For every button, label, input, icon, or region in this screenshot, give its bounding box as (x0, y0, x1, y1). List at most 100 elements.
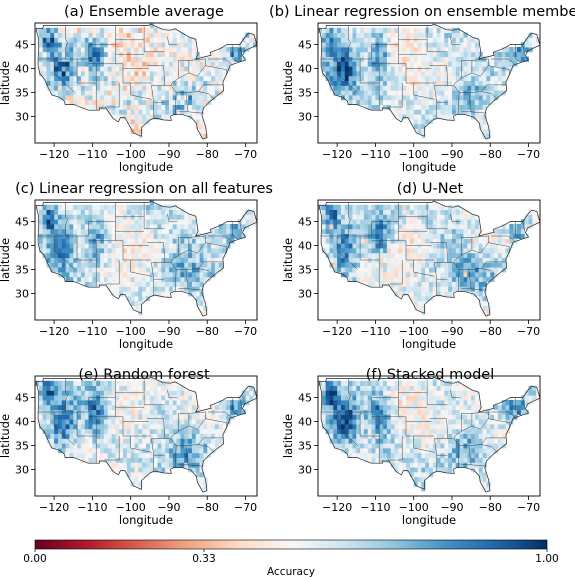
heatmap-cell (149, 209, 155, 215)
heatmap-cell (444, 243, 449, 249)
heatmap-cell (329, 390, 334, 396)
heatmap-cell (111, 272, 116, 278)
heatmap-cell (157, 32, 162, 38)
heatmap-cell (146, 281, 151, 287)
heatmap-cell (115, 80, 120, 86)
heatmap-cell (402, 452, 407, 458)
heatmap-cell (360, 400, 365, 406)
heatmap-cell (451, 56, 457, 62)
heatmap-cell (402, 80, 407, 86)
heatmap-cell (459, 272, 464, 278)
heatmap-cell (222, 51, 227, 57)
heatmap-cell (360, 99, 365, 105)
heatmap-cell (501, 47, 506, 53)
heatmap-cell (214, 267, 220, 273)
heatmap-cell (54, 400, 59, 406)
heatmap-cell (50, 257, 55, 263)
heatmap-cell (363, 262, 369, 268)
heatmap-cell (92, 99, 97, 105)
heatmap-cell (432, 27, 438, 33)
heatmap-cell (50, 85, 55, 91)
heatmap-cell (245, 37, 250, 43)
heatmap-cell (448, 262, 453, 268)
heatmap-cell (482, 243, 487, 249)
heatmap-cell (352, 243, 357, 249)
heatmap-cell (386, 99, 392, 105)
heatmap-cell (509, 224, 514, 230)
heatmap-cell (436, 390, 441, 396)
heatmap-cell (367, 85, 372, 91)
heatmap-cell (226, 61, 231, 67)
heatmap-cell (115, 56, 120, 62)
heatmap-cell (425, 61, 430, 67)
heatmap-cell (92, 214, 97, 220)
heatmap-cell (398, 433, 403, 439)
heatmap-cell (57, 243, 63, 249)
heatmap-cell (218, 248, 223, 254)
heatmap-cell (340, 32, 346, 38)
heatmap-cell (386, 71, 392, 77)
heatmap-cell (356, 262, 361, 268)
heatmap-cell (168, 75, 174, 81)
heatmap-cell (337, 248, 342, 254)
heatmap-cell (146, 414, 151, 420)
heatmap-cell (413, 123, 418, 129)
heatmap-cell (188, 104, 193, 110)
heatmap-cell (402, 281, 407, 287)
heatmap-cell (42, 219, 47, 225)
heatmap-cell (363, 248, 369, 254)
heatmap-cell (363, 224, 369, 230)
heatmap-cell (478, 286, 483, 292)
heatmap-cell (406, 47, 411, 53)
heatmap-cell (432, 443, 438, 449)
heatmap-cell (429, 71, 434, 77)
heatmap-cell (340, 414, 346, 420)
heatmap-cell (429, 457, 434, 463)
heatmap-cell (490, 61, 495, 67)
heatmap-cell (406, 424, 411, 430)
heatmap-cell (383, 85, 388, 91)
heatmap-cell (440, 80, 445, 86)
heatmap-cell (348, 214, 353, 220)
heatmap-cell (444, 37, 449, 43)
state-border (188, 111, 204, 114)
heatmap-cell (367, 443, 372, 449)
heatmap-cell (126, 443, 132, 449)
heatmap-cell (199, 252, 204, 258)
heatmap-cell (50, 385, 55, 391)
heatmap-cell (130, 233, 135, 239)
heatmap-cell (455, 95, 461, 101)
heatmap-cell (230, 404, 235, 410)
heatmap-cell (226, 47, 231, 53)
heatmap-cell (463, 37, 468, 43)
heatmap-cell (360, 27, 365, 33)
heatmap-cell (478, 61, 483, 67)
heatmap-cell (406, 71, 411, 77)
heatmap-cell (383, 204, 388, 210)
heatmap-cell (417, 448, 422, 454)
heatmap-cell (429, 276, 434, 282)
heatmap-cell (126, 267, 132, 273)
heatmap-cell (451, 243, 457, 249)
heatmap-cell (149, 467, 155, 473)
heatmap-cell (115, 47, 120, 53)
heatmap-cell (344, 262, 350, 268)
x-tick-label: −80 (479, 148, 502, 161)
heatmap-cell (176, 51, 181, 57)
heatmap-cell (77, 400, 82, 406)
heatmap-cell (337, 390, 342, 396)
heatmap-cell (340, 243, 346, 249)
y-tick-label: 40 (15, 63, 29, 76)
heatmap-cell (130, 209, 135, 215)
heatmap-cell (360, 438, 365, 444)
heatmap-cell (65, 443, 70, 449)
heatmap-cell (195, 248, 200, 254)
heatmap-cell (115, 409, 120, 415)
heatmap-cell (50, 414, 55, 420)
heatmap-cell (149, 452, 155, 458)
heatmap-cell (172, 267, 178, 273)
heatmap-cell (517, 56, 522, 62)
heatmap-cell (325, 42, 330, 48)
heatmap-cell (402, 252, 407, 258)
heatmap-cell (168, 380, 174, 386)
